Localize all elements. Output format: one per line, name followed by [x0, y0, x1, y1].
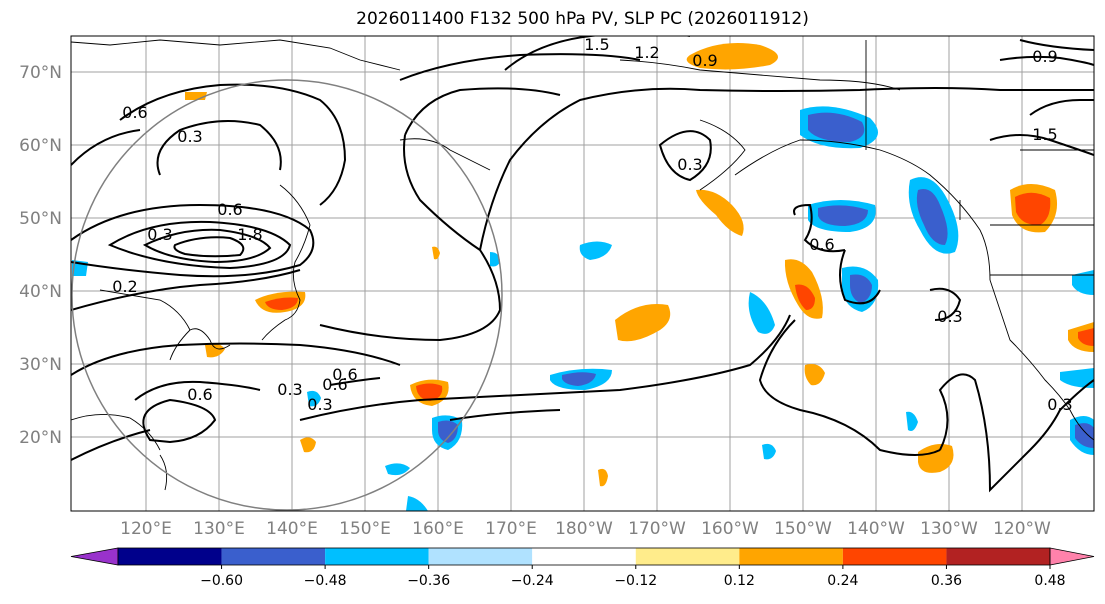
lon-label: 160°W — [701, 519, 759, 539]
contour-label: 0.3 — [307, 395, 332, 414]
lat-label: 40°N — [19, 282, 62, 302]
contour-label: 0.2 — [112, 277, 137, 296]
colorbar-tick-label: 0.36 — [931, 573, 962, 589]
contour-labels: 1.5 1.2 0.90.60.30.60.30.91.50.20.60.30.60… — [112, 35, 1072, 414]
colorbar-tick-label: 0.48 — [1034, 573, 1065, 589]
contour-label: 0.3 — [277, 380, 302, 399]
contour-label: 1.5 — [584, 35, 609, 54]
pv-blob-positive — [686, 42, 778, 70]
contour-label: 0.3 — [1047, 395, 1072, 414]
colorbar-segment — [118, 548, 222, 565]
colorbar-segment — [221, 548, 326, 565]
contour-label: 0.6 — [187, 385, 212, 404]
longitude-labels: 120°E 130°E 140°E 150°E 160°E 170°E 180°W 170°W… — [120, 519, 1051, 539]
colorbar-segment — [325, 548, 429, 565]
pv-shading — [72, 42, 1094, 511]
lon-label: 170°W — [628, 519, 686, 539]
contour-label: 0.9 — [692, 51, 717, 70]
colorbar-segment — [635, 548, 740, 565]
lat-label: 60°N — [19, 136, 62, 156]
contour-label: 0.9 — [1032, 47, 1057, 66]
lat-label: 50°N — [19, 209, 62, 229]
lon-label: 140°E — [266, 519, 318, 539]
colorbar-tick-label: −0.24 — [511, 573, 554, 589]
map-frame — [70, 35, 1095, 512]
lat-label: 30°N — [19, 355, 62, 375]
contour-label: 0.3 — [177, 127, 202, 146]
domain-circle — [71, 79, 503, 511]
colorbar-segment — [532, 548, 636, 565]
contour-label: 0.6 — [332, 365, 357, 384]
lon-label: 150°E — [339, 519, 391, 539]
colorbar-segment — [739, 548, 843, 565]
contour-label: 1.2 — [634, 43, 659, 62]
map-title: 2026011400 F132 500 hPa PV, SLP PC (2026… — [356, 9, 809, 29]
lon-label: 120°E — [120, 519, 172, 539]
contour-label: 0.3 — [677, 155, 702, 174]
contour-label: 1.8 — [237, 225, 262, 244]
lon-label: 160°E — [412, 519, 464, 539]
lat-label: 70°N — [19, 63, 62, 83]
colorbar-segment — [428, 548, 533, 565]
colorbar-tick-label: −0.48 — [304, 573, 347, 589]
lon-label: 170°E — [485, 519, 537, 539]
colorbar-tick-label: −0.12 — [614, 573, 657, 589]
lon-label: 140°W — [847, 519, 905, 539]
lon-label: 130°E — [193, 519, 245, 539]
colorbar-extend-low — [70, 547, 119, 566]
colorbar: −0.60 −0.48 −0.36 −0.24 −0.12 0.12 0.24 0.36 0.4… — [70, 547, 1095, 589]
contour-label: 0.6 — [122, 103, 147, 122]
contour-label: 0.6 — [217, 200, 242, 219]
contour-label: 0.6 — [809, 235, 834, 254]
colorbar-tick-label: 0.12 — [724, 573, 755, 589]
lon-label: 120°W — [993, 519, 1051, 539]
colorbar-tick-label: 0.24 — [827, 573, 858, 589]
colorbar-segment — [946, 548, 1050, 565]
slp-contours — [71, 36, 1094, 493]
colorbar-tick-label: −0.60 — [200, 573, 243, 589]
colorbar-tick-label: −0.36 — [407, 573, 450, 589]
lon-label: 130°W — [920, 519, 978, 539]
colorbar-segment — [842, 548, 947, 565]
contour-label: 0.3 — [147, 225, 172, 244]
latitude-labels: 70°N 60°N 50°N 40°N 30°N 20°N — [19, 63, 62, 448]
colorbar-outline — [117, 547, 1051, 566]
contour-label: 1.5 — [1032, 125, 1057, 144]
lon-label: 180°W — [555, 519, 613, 539]
contour-label: 0.3 — [937, 307, 962, 326]
contour-label: 0.6 — [322, 375, 347, 394]
colorbar-extend-high — [1049, 547, 1095, 566]
lat-label: 20°N — [19, 428, 62, 448]
map-area — [71, 36, 1094, 511]
lon-label: 150°W — [774, 519, 832, 539]
